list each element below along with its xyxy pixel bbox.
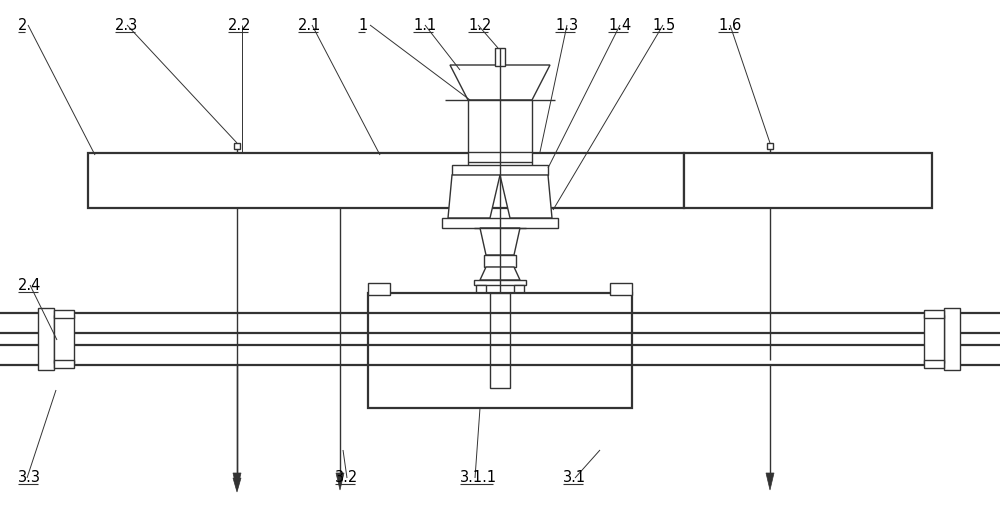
Text: 1.1: 1.1 bbox=[413, 18, 436, 33]
Text: 2.3: 2.3 bbox=[115, 18, 138, 33]
Bar bbox=[452, 165, 548, 175]
Bar bbox=[514, 285, 524, 293]
Bar bbox=[54, 310, 74, 318]
Polygon shape bbox=[500, 175, 552, 218]
Polygon shape bbox=[233, 473, 241, 490]
Bar bbox=[54, 315, 74, 363]
Bar bbox=[54, 360, 74, 368]
Text: 2.2: 2.2 bbox=[228, 18, 252, 33]
Polygon shape bbox=[448, 175, 500, 218]
Bar bbox=[924, 310, 944, 318]
Text: 3.2: 3.2 bbox=[335, 470, 358, 485]
Bar bbox=[944, 308, 960, 370]
Bar bbox=[924, 360, 944, 368]
Text: 3.1.1: 3.1.1 bbox=[460, 470, 497, 485]
Bar bbox=[476, 285, 486, 293]
Bar bbox=[610, 283, 632, 295]
Text: 1: 1 bbox=[358, 18, 367, 33]
Bar bbox=[38, 308, 54, 370]
Bar bbox=[495, 48, 505, 66]
Text: 3.3: 3.3 bbox=[18, 470, 41, 485]
Polygon shape bbox=[766, 473, 774, 490]
Polygon shape bbox=[480, 228, 520, 255]
Text: 1.2: 1.2 bbox=[468, 18, 491, 33]
Bar bbox=[368, 293, 632, 408]
Text: 2: 2 bbox=[18, 18, 27, 33]
Bar bbox=[234, 143, 240, 149]
Text: 2.4: 2.4 bbox=[18, 278, 41, 293]
Bar bbox=[88, 153, 684, 208]
Bar bbox=[924, 315, 944, 363]
Polygon shape bbox=[450, 65, 550, 100]
Bar bbox=[767, 143, 773, 149]
Text: 2.1: 2.1 bbox=[298, 18, 321, 33]
Text: 3.1: 3.1 bbox=[563, 470, 586, 485]
Polygon shape bbox=[233, 478, 241, 492]
Polygon shape bbox=[336, 473, 344, 490]
Text: 1.5: 1.5 bbox=[652, 18, 675, 33]
Bar bbox=[468, 100, 532, 168]
Text: 1.6: 1.6 bbox=[718, 18, 741, 33]
Bar bbox=[490, 293, 510, 388]
Bar bbox=[368, 283, 390, 295]
Bar bbox=[484, 255, 516, 267]
Bar bbox=[684, 153, 932, 208]
Polygon shape bbox=[480, 267, 520, 280]
Bar bbox=[474, 280, 526, 285]
Text: 1.3: 1.3 bbox=[555, 18, 578, 33]
Text: 1.4: 1.4 bbox=[608, 18, 631, 33]
Bar bbox=[442, 218, 558, 228]
